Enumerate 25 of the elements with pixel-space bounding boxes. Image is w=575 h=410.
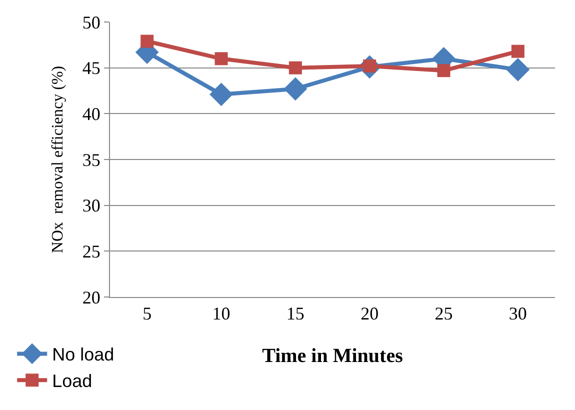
- x-tick-label: 15: [286, 304, 304, 324]
- x-tick-label: 25: [434, 304, 453, 324]
- x-tick-label: 20: [360, 304, 379, 324]
- x-tick-label: 30: [508, 304, 527, 324]
- y-tick-label: 20: [82, 287, 100, 308]
- y-axis-title: NOx removal efficiency (%): [49, 66, 66, 254]
- point: [214, 52, 228, 66]
- y-tick-label: 50: [82, 12, 100, 32]
- legend-label: No load: [52, 344, 114, 365]
- point: [511, 44, 524, 58]
- point: [288, 61, 302, 74]
- point: [284, 77, 308, 101]
- x-axis-title: Time in Minutes: [262, 345, 404, 368]
- point: [437, 64, 450, 78]
- y-tick-label: 35: [82, 150, 100, 170]
- point: [140, 34, 154, 48]
- y-tick-label: 40: [82, 104, 100, 124]
- y-tick-label: 25: [82, 241, 100, 262]
- x-tick-label: 5: [142, 304, 152, 324]
- y-tick-label: 45: [82, 58, 100, 78]
- point: [210, 82, 233, 106]
- y-tick-label: 30: [82, 196, 100, 216]
- x-tick-label: 10: [212, 304, 230, 324]
- point: [506, 58, 530, 82]
- legend-label: Load: [52, 371, 92, 392]
